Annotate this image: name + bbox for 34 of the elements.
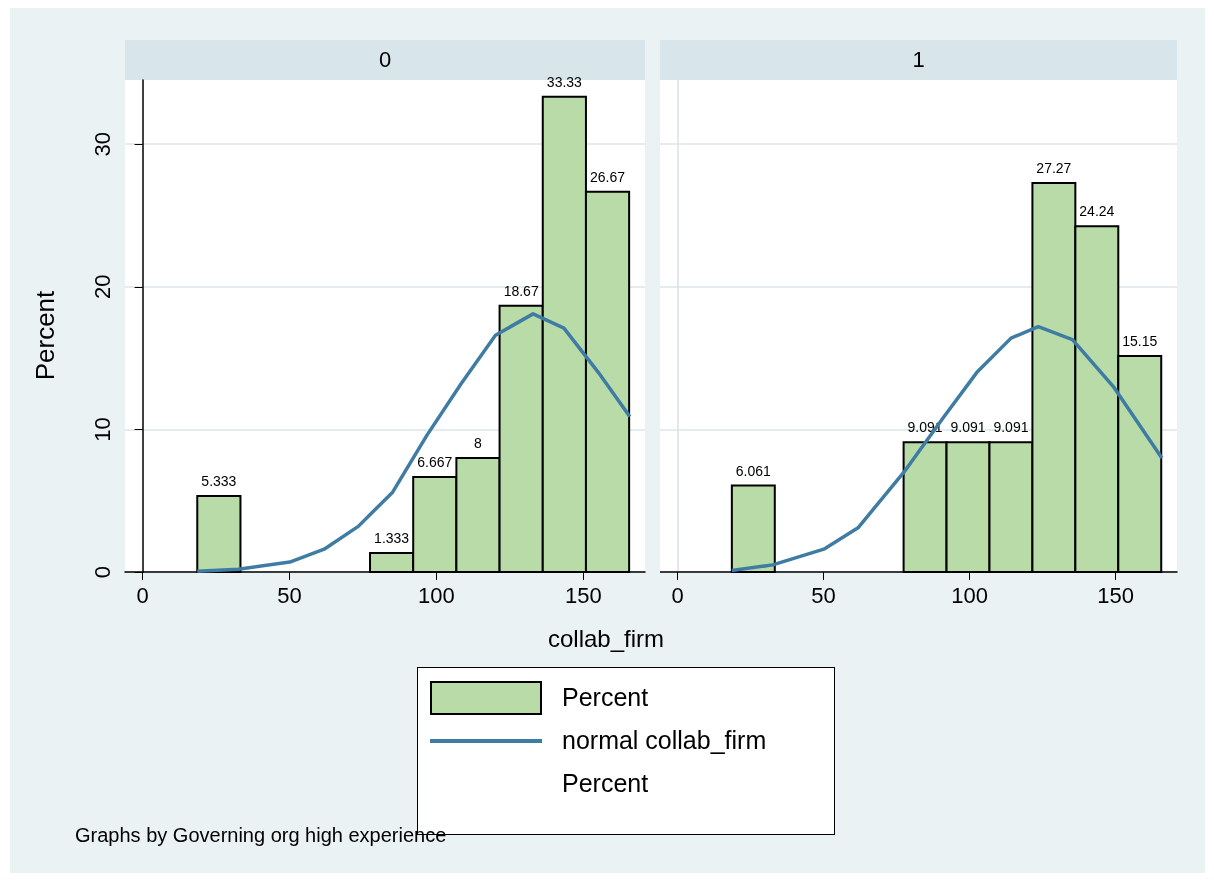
data-label: 6.061	[735, 462, 772, 479]
x-axis-title: collab_firm	[546, 625, 665, 653]
y-tick-label: 0	[89, 565, 115, 579]
y-tick-label: 10	[89, 417, 115, 442]
text: Graphs by Governing org high experience	[75, 824, 447, 847]
data-label: 15.15	[1122, 332, 1158, 349]
data-label: 9.091	[993, 419, 1029, 436]
x-tick-label: 100	[951, 582, 988, 608]
data-label: 9.091	[950, 419, 986, 436]
y-axis-title: Percent	[29, 289, 61, 383]
x-tick-label: 0	[136, 582, 149, 608]
y-tick-label: 20	[89, 274, 115, 300]
legend-label: normal collab_firm	[562, 726, 767, 755]
text: Percent	[562, 769, 649, 798]
x-tick-label: 50	[277, 582, 302, 608]
x-tick-label: 0	[671, 582, 684, 608]
legend-label: Percent	[562, 683, 649, 712]
data-label: 26.67	[590, 168, 626, 185]
line-series	[195, 312, 632, 574]
data-label: 1.333	[374, 529, 410, 546]
chart-title: 0	[378, 47, 392, 72]
data-label: 5.333	[201, 472, 237, 489]
x-tick-label: 150	[564, 582, 602, 608]
data-label: 27.27	[1036, 160, 1072, 177]
y-tick-label: 30	[89, 131, 115, 157]
chart-title: 1	[660, 40, 1177, 80]
data-label: 8	[474, 434, 483, 451]
data-label: 18.67	[503, 282, 539, 299]
data-label: 6.667	[417, 453, 453, 470]
x-tick-label: 150	[1097, 582, 1135, 608]
data-label: 33.33	[546, 73, 583, 90]
x-tick-label: 50	[811, 582, 836, 608]
data-label: 24.24	[1079, 203, 1115, 220]
x-tick-label: 100	[418, 582, 455, 608]
